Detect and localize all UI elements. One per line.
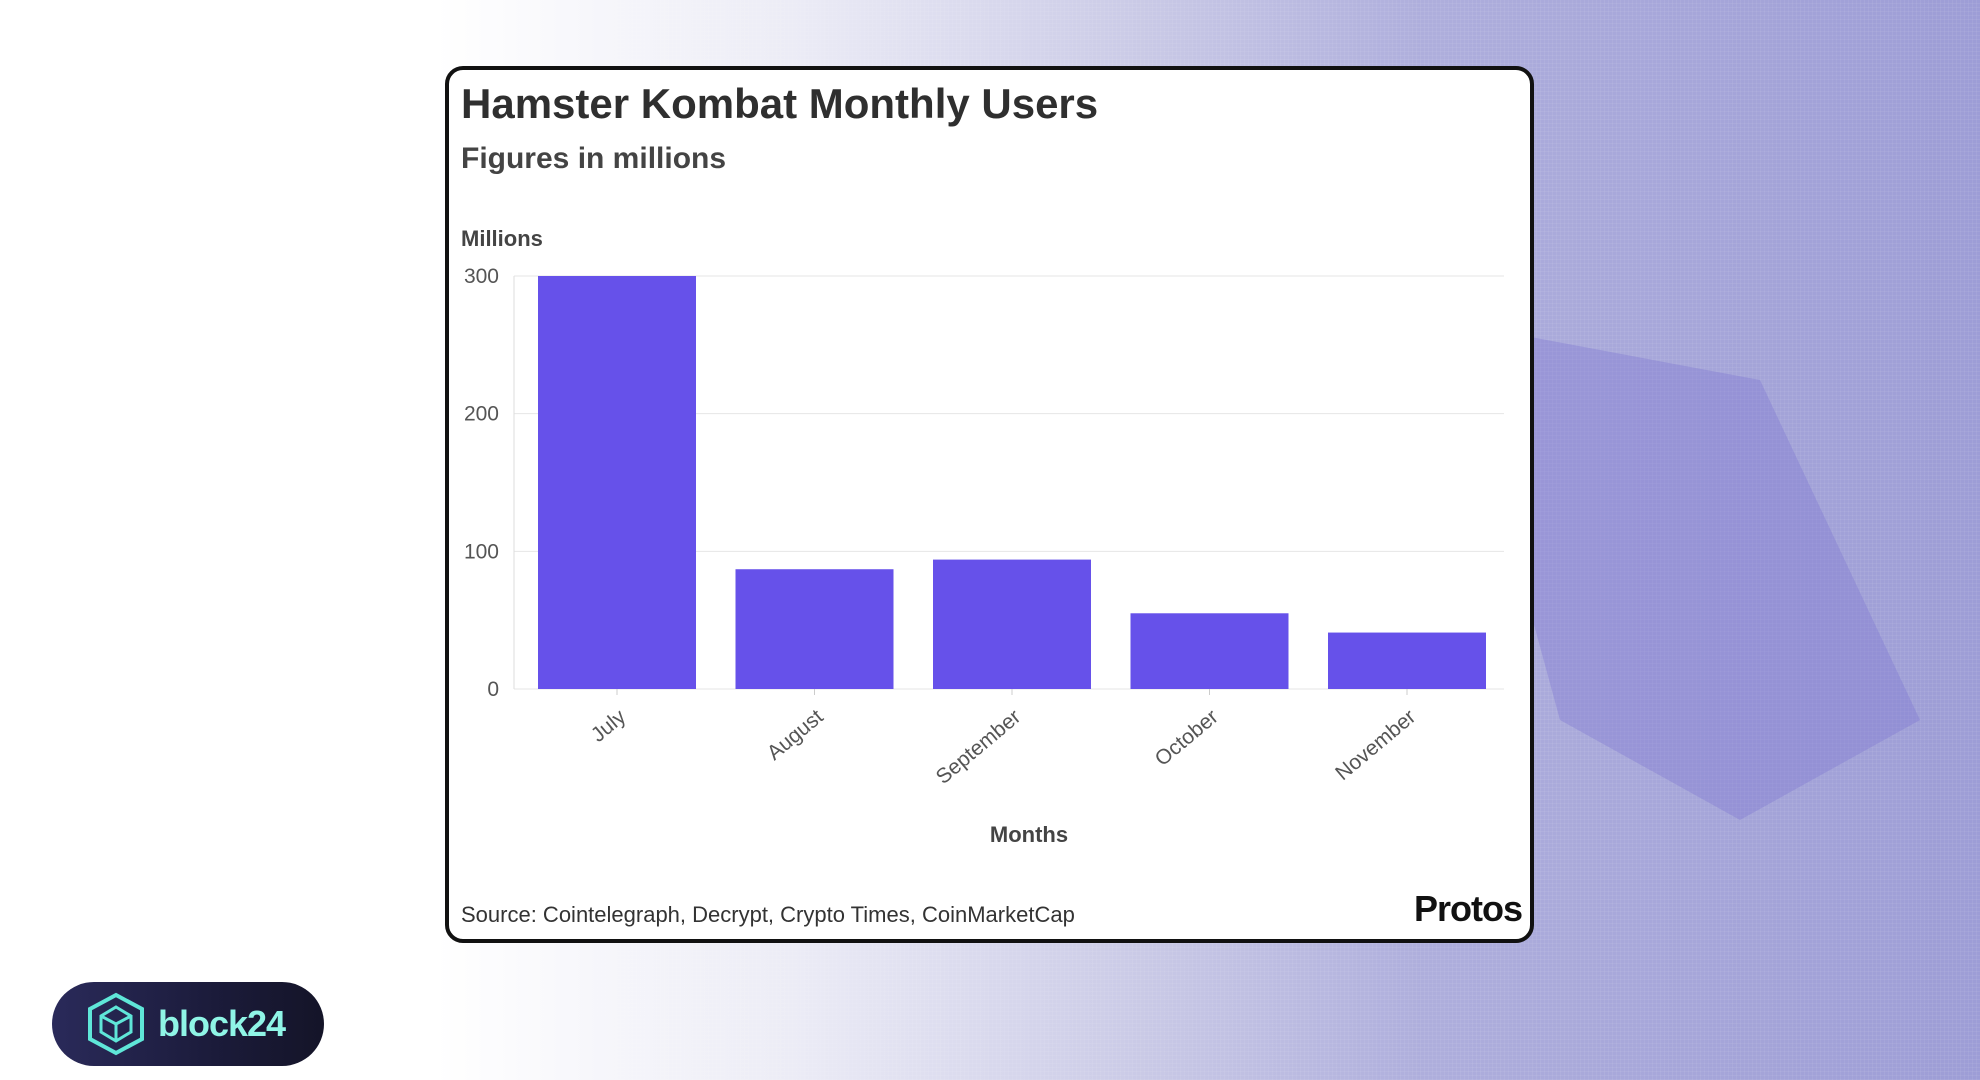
x-tick-label: July (587, 705, 631, 747)
block24-wordmark: block24 (158, 1003, 286, 1044)
y-tick-label: 200 (464, 403, 499, 426)
cube-icon (88, 992, 144, 1056)
x-tick-label: November (1331, 705, 1420, 785)
bar-november (1328, 632, 1486, 689)
y-axis-label: Millions (461, 226, 543, 251)
x-tick-label: September (932, 705, 1025, 789)
x-tick-label: August (763, 705, 828, 765)
chart-title: Hamster Kombat Monthly Users (461, 80, 1099, 127)
x-axis-title: Months (990, 822, 1068, 847)
x-tick-label: October (1151, 705, 1223, 771)
block24-badge: block24 (52, 982, 324, 1066)
chart-card: Hamster Kombat Monthly Users Figures in … (445, 66, 1534, 943)
bar-october (1130, 613, 1289, 689)
source-note: Source: Cointelegraph, Decrypt, Crypto T… (461, 902, 1075, 927)
bar-september (933, 559, 1091, 689)
y-tick-label: 0 (487, 678, 499, 701)
bar-august (735, 569, 894, 689)
protos-logo: Protos (1413, 888, 1523, 929)
chart-subtitle: Figures in millions (461, 142, 727, 175)
y-tick-label: 300 (464, 265, 499, 288)
background-arrow-shape (1440, 320, 1920, 820)
bar-july (538, 276, 696, 689)
bar-chart: 0 100 200 300 July August September October Nove… (464, 265, 1504, 847)
y-tick-label: 100 (464, 540, 499, 563)
